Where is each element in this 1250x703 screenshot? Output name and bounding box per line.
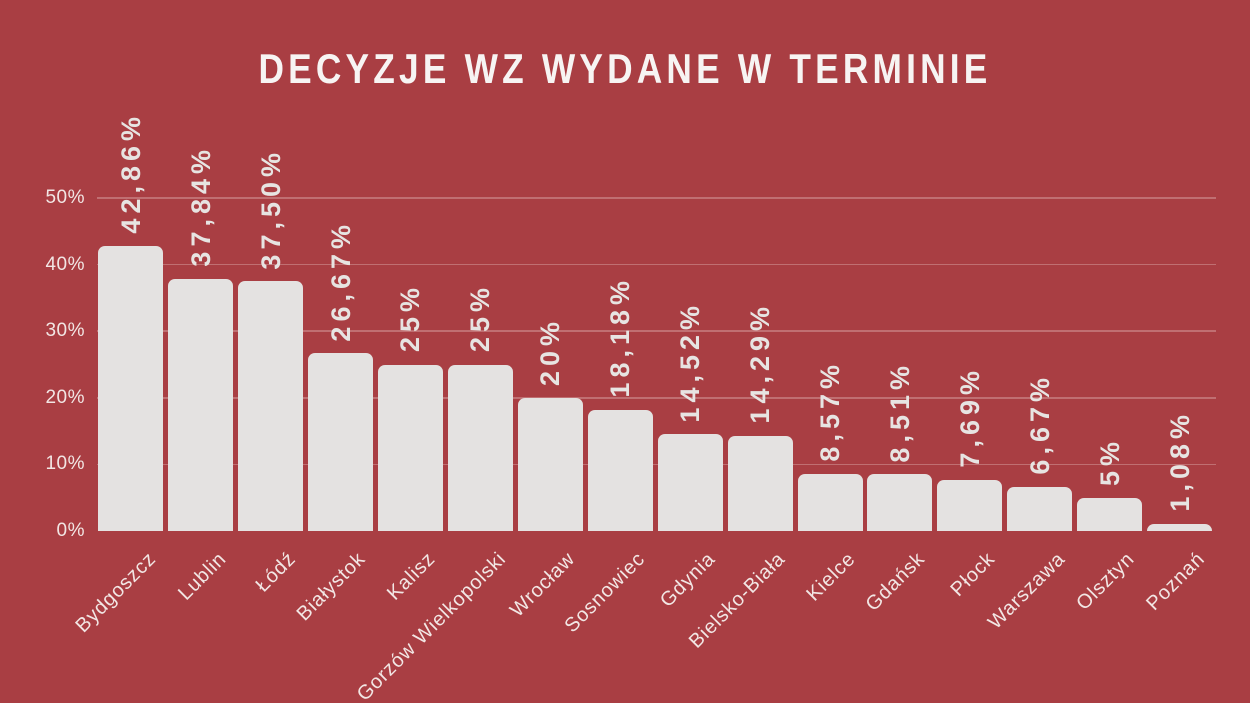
bar-value-label: 5% — [1094, 436, 1125, 486]
bar — [98, 245, 164, 531]
bar-value-label: 14,29% — [745, 302, 776, 424]
bar — [168, 279, 234, 531]
bar-value-label: 18,18% — [605, 276, 636, 398]
bar-value-label: 42,86% — [115, 111, 146, 234]
bar-value-label: 25% — [395, 283, 426, 353]
bar — [727, 435, 793, 531]
bar — [1007, 486, 1073, 531]
x-axis-label: Poznań — [1142, 548, 1210, 615]
bar — [797, 473, 863, 531]
x-axis-label: Gdańsk — [861, 548, 930, 616]
y-axis-label: 0% — [56, 520, 85, 541]
bar — [447, 364, 513, 531]
bar-value-label: 37,50% — [255, 147, 286, 270]
bar — [867, 474, 933, 531]
bar-value-label: 25% — [465, 283, 496, 353]
bar — [238, 281, 304, 531]
gridline — [97, 397, 1216, 399]
bar-value-label: 14,52% — [675, 300, 706, 423]
x-axis-label: Płock — [946, 548, 1000, 601]
x-axis-label: Łódź — [251, 548, 301, 597]
x-axis-label: Olsztyn — [1072, 548, 1140, 615]
gridline — [97, 197, 1216, 199]
x-axis-label: Gdynia — [655, 548, 720, 612]
bar-value-label: 7,69% — [954, 366, 985, 468]
bar — [937, 479, 1003, 531]
bar-value-label: 8,57% — [815, 360, 845, 462]
y-axis-label: 50% — [45, 187, 85, 208]
bar-value-label: 20% — [535, 316, 566, 386]
x-axis-label: Lublin — [173, 548, 231, 605]
gridline — [97, 330, 1216, 332]
x-axis-label: Kalisz — [383, 548, 441, 605]
chart-title: DECYZJE WZ WYDANE W TERMINIE — [258, 45, 992, 92]
y-axis-label: 40% — [45, 253, 85, 275]
y-axis-label: 10% — [45, 453, 85, 475]
bar — [587, 409, 653, 531]
gridline — [97, 263, 1216, 266]
bar-value-label: 6,67% — [1024, 373, 1055, 475]
x-axis-label: Białystok — [292, 548, 371, 626]
x-axis-label: Kielce — [802, 548, 860, 606]
bar — [377, 364, 443, 531]
y-axis-label: 20% — [45, 386, 85, 408]
bar-value-label: 37,84% — [185, 145, 216, 267]
bar — [1077, 497, 1143, 531]
bar-value-label: 8,51% — [884, 360, 915, 463]
bar-value-label: 26,67% — [325, 219, 356, 342]
y-axis-label: 30% — [45, 320, 85, 342]
x-axis-label: Bydgoszcz — [71, 548, 161, 638]
bar — [517, 397, 583, 531]
bar-value-label: 1,08% — [1164, 410, 1195, 512]
bar — [308, 353, 374, 531]
bar — [657, 434, 723, 531]
gridline — [97, 463, 1216, 466]
bar — [1147, 523, 1213, 531]
